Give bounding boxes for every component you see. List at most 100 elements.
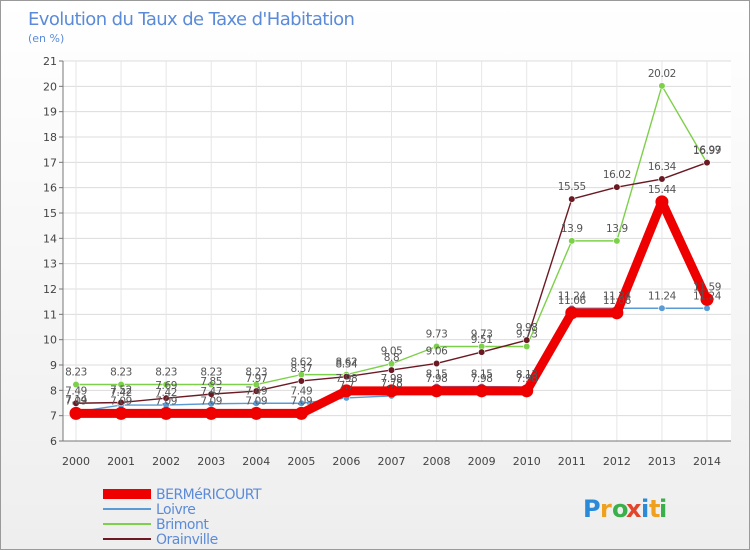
data-label-bermricourt: 7.09	[245, 395, 267, 407]
data-label-orainville: 7.97	[245, 373, 267, 385]
data-point-orainville	[523, 336, 531, 344]
data-label-loivre: 7.49	[245, 385, 267, 397]
data-label-brimont: 8.62	[290, 357, 312, 369]
data-point-orainville	[568, 195, 576, 203]
data-label-bermricourt: 7.09	[110, 395, 132, 407]
data-label-bermricourt: 7.98	[381, 373, 403, 385]
data-point-bermricourt	[430, 384, 444, 398]
data-point-orainville	[252, 387, 260, 395]
data-label-bermricourt: 7.98	[336, 373, 358, 385]
y-tick-label: 16	[43, 182, 57, 195]
data-label-bermricourt: 11.06	[558, 295, 587, 307]
data-point-bermricourt	[565, 306, 579, 320]
data-label-orainville: 7.52	[110, 384, 132, 396]
y-tick-label: 11	[43, 308, 57, 321]
data-label-bermricourt: 7.09	[200, 395, 222, 407]
logo-letter: o	[612, 495, 629, 523]
data-point-bermricourt	[114, 406, 128, 420]
x-tick-label: 2004	[242, 455, 270, 468]
data-point-brimont	[568, 237, 576, 245]
data-label-loivre: 7.47	[200, 386, 222, 398]
data-point-brimont	[117, 380, 125, 389]
y-tick-label: 7	[50, 410, 57, 423]
data-point-bermricourt	[159, 406, 173, 420]
y-tick-label: 9	[50, 359, 57, 372]
data-label-loivre: 8.15	[426, 369, 448, 381]
data-label-brimont: 16.97	[693, 145, 721, 157]
logo-letter: i	[659, 495, 667, 523]
data-label-loivre: 11.24	[648, 290, 677, 302]
logo-letter: i	[641, 495, 649, 523]
legend-label-orainville: Orainville	[156, 532, 218, 548]
data-point-loivre	[658, 304, 666, 312]
data-point-bermricourt	[69, 406, 83, 420]
data-label-loivre: 7.7	[339, 380, 355, 392]
data-label-bermricourt: 7.98	[426, 373, 448, 385]
data-label-loivre: 7.42	[155, 387, 177, 399]
data-label-loivre: 8.15	[471, 369, 493, 381]
data-label-bermricourt: 15.44	[648, 184, 677, 196]
data-label-orainville: 16.02	[603, 169, 631, 181]
data-point-orainville	[342, 373, 351, 381]
data-label-bermricourt: 7.09	[65, 395, 87, 407]
data-point-orainville	[162, 394, 170, 402]
y-tick-label: 6	[50, 435, 57, 448]
x-tick-label: 2011	[558, 455, 586, 468]
data-label-orainville: 9.98	[516, 322, 538, 334]
data-label-loivre: 11.24	[558, 290, 587, 302]
legend-label-bermricourt: BERMéRICOURT	[156, 487, 262, 503]
data-label-brimont: 8.23	[155, 367, 177, 379]
data-point-bermricourt	[475, 384, 489, 398]
logo-letter: t	[649, 495, 660, 523]
x-tick-label: 2000	[62, 455, 90, 468]
x-tick-label: 2006	[332, 455, 360, 468]
data-label-bermricourt: 7.98	[471, 373, 493, 385]
data-point-bermricourt	[339, 384, 353, 398]
x-tick-label: 2002	[152, 455, 180, 468]
data-label-brimont: 8.23	[110, 367, 132, 379]
data-point-brimont	[613, 237, 621, 245]
data-label-bermricourt: 11.59	[693, 281, 721, 293]
data-label-brimont: 8.62	[336, 357, 358, 369]
data-point-orainville	[207, 390, 215, 398]
data-point-brimont	[207, 380, 215, 389]
data-point-bermricourt	[655, 195, 669, 209]
data-point-orainville	[658, 175, 666, 183]
data-point-brimont	[162, 380, 170, 389]
data-label-brimont: 8.23	[65, 367, 87, 379]
data-label-orainville: 8.54	[336, 359, 358, 371]
y-tick-label: 14	[43, 232, 57, 245]
data-point-orainville	[613, 183, 621, 191]
data-point-bermricourt	[294, 406, 308, 420]
x-tick-label: 2007	[378, 455, 406, 468]
y-tick-label: 17	[43, 156, 57, 169]
data-label-brimont: 8.23	[245, 367, 267, 379]
data-point-loivre	[252, 399, 260, 407]
y-tick-label: 21	[43, 55, 57, 68]
x-tick-label: 2001	[107, 455, 135, 468]
data-label-orainville: 16.99	[693, 145, 721, 157]
x-tick-label: 2003	[197, 455, 225, 468]
data-label-orainville: 15.55	[558, 181, 586, 193]
legend-label-loivre: Loivre	[156, 502, 195, 518]
data-label-loivre: 8.13	[516, 369, 538, 381]
data-point-brimont	[432, 342, 441, 351]
data-point-brimont	[523, 342, 531, 351]
data-label-loivre: 7.14	[65, 394, 87, 406]
data-label-orainville: 9.51	[471, 334, 493, 346]
data-label-orainville: 9.06	[426, 345, 448, 357]
data-label-orainville: 7.69	[155, 380, 177, 392]
chart-title: Evolution du Taux de Taxe d'Habitation	[28, 9, 354, 30]
x-tick-label: 2012	[603, 455, 631, 468]
data-label-bermricourt: 11.06	[603, 295, 632, 307]
data-point-orainville	[72, 399, 80, 407]
x-tick-label: 2005	[287, 455, 315, 468]
data-point-orainville	[387, 366, 396, 374]
data-label-orainville: 16.34	[648, 161, 677, 173]
logo-letter: P	[583, 495, 601, 523]
x-tick-label: 2013	[648, 455, 676, 468]
x-tick-label: 2014	[693, 455, 721, 468]
data-label-bermricourt: 7.98	[516, 373, 538, 385]
data-point-loivre	[703, 304, 711, 312]
